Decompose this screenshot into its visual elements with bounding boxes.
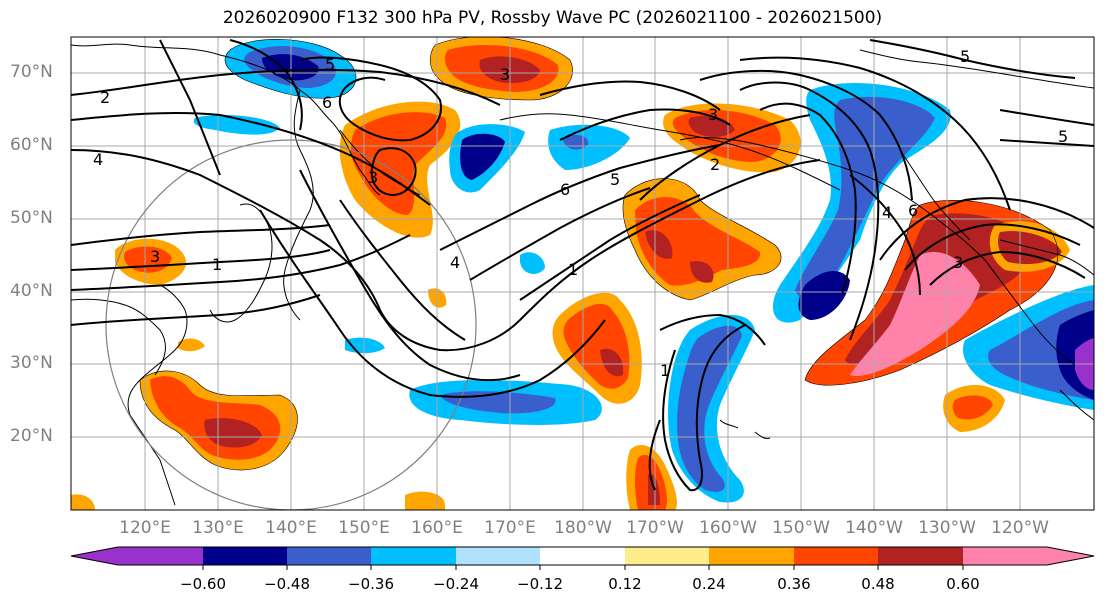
lon-label: 150°W: [772, 518, 830, 538]
anomaly-outlines: [139, 37, 1059, 471]
contour-label: 3: [150, 247, 160, 266]
colorbar-label: −0.60: [180, 575, 226, 593]
lon-label: 130°W: [918, 518, 976, 538]
contour-label: 4: [93, 150, 103, 169]
colorbar-label: 0.60: [946, 575, 980, 593]
lat-label: 20°N: [10, 426, 53, 446]
contour-label: 1: [568, 260, 578, 279]
lat-label: 50°N: [10, 208, 53, 228]
neg-anomaly-gulf-of-alaska-core: [798, 270, 850, 320]
lon-label: 120°W: [991, 518, 1049, 538]
colorbar-outline: [70, 546, 1095, 566]
lon-label: 170°E: [484, 518, 536, 538]
map-title: 2026020900 F132 300 hPa PV, Rossby Wave …: [222, 8, 883, 28]
colorbar-segment: [456, 547, 540, 565]
pos-anomaly-central-pacific-core: [645, 230, 673, 259]
lon-label: 170°W: [626, 518, 684, 538]
lon-label: 150°E: [338, 518, 390, 538]
contour-label: 2: [100, 88, 110, 107]
contour-label: 3: [708, 105, 718, 124]
pv-contours: [71, 39, 1094, 492]
colorbar-segment: [371, 547, 456, 565]
colorbar-segment: [794, 547, 878, 565]
contour-label: 5: [960, 47, 970, 66]
map-border: [70, 36, 1095, 511]
contour-label: 6: [322, 93, 332, 112]
contour-label: 5: [325, 55, 335, 74]
colorbar-segment: [540, 547, 625, 565]
contour-label: 4: [450, 253, 460, 272]
pos-anomaly-bottom-center: [405, 491, 445, 510]
neg-anomaly-small-central: [520, 252, 545, 274]
colorbar-label: −0.48: [264, 575, 310, 593]
colorbar-segment: [625, 547, 709, 565]
pos-anomaly-north-of-hawaii-core: [600, 348, 624, 377]
contour-label: 3: [500, 65, 510, 84]
lon-label: 140°W: [845, 518, 903, 538]
contour-label: 6: [908, 201, 918, 220]
lat-label: 30°N: [10, 353, 53, 373]
lon-label: 180°W: [554, 518, 612, 538]
lon-label: 130°E: [192, 518, 244, 538]
neg-anomaly-bering-west-core: [460, 133, 505, 180]
colorbar-label: 0.12: [608, 575, 642, 593]
contour-label: 3: [953, 253, 963, 272]
lon-label: 140°E: [265, 518, 317, 538]
colorbar-segment: [878, 547, 963, 565]
contour-label: 1: [212, 255, 222, 274]
pos-anomaly-small-south-japan: [178, 338, 205, 352]
graticule: [71, 37, 1094, 510]
colorbar-segment: [963, 547, 1094, 565]
pos-anomaly-south-china-sea-core: [204, 418, 262, 448]
map-frame-content: 2 4 5 6 3 3 1 4 6 5 1 1 3 2 4 6 3 5 5 3: [71, 37, 1094, 510]
colorbar-segment: [71, 547, 203, 565]
contour-label-group: 2 4 5 6 3 3 1 4 6 5 1 1 3 2 4 6 3 5 5 3: [93, 47, 1068, 380]
pos-anomaly-okhotsk-mid: [350, 112, 447, 215]
colorbar-segment: [203, 547, 287, 565]
neg-anomaly-subtropical-trough-mid: [677, 325, 742, 492]
lat-label: 60°N: [10, 135, 53, 155]
coastlines: [71, 43, 1094, 506]
contour-label: 6: [560, 180, 570, 199]
colorbar-label: −0.12: [517, 575, 563, 593]
lon-label: 120°E: [119, 518, 171, 538]
lon-label: 160°W: [699, 518, 757, 538]
lat-label: 70°N: [10, 62, 53, 82]
pos-anomaly-bottom-left: [71, 494, 95, 510]
contour-label: 4: [882, 203, 892, 222]
contour-label: 2: [710, 155, 720, 174]
colorbar-label: −0.24: [433, 575, 479, 593]
colorbar-segment: [287, 547, 371, 565]
colorbar-segment: [709, 547, 794, 565]
contour-label: 5: [610, 170, 620, 189]
neg-anomaly-siberia-small: [193, 115, 280, 135]
pv-anomaly-shading: [71, 37, 1094, 510]
lat-label: 40°N: [10, 281, 53, 301]
colorbar-label: 0.48: [861, 575, 895, 593]
contour-label: 1: [660, 361, 670, 380]
colorbar-label: −0.36: [348, 575, 394, 593]
colorbar-label: 0.36: [777, 575, 811, 593]
pos-anomaly-central-pacific-core2: [690, 261, 714, 283]
colorbar: [70, 546, 1095, 566]
pos-anomaly-subtropical-east-core: [952, 395, 993, 420]
contour-label: 3: [368, 168, 378, 187]
colorbar-ticks: [202, 565, 964, 570]
domain-circle: [105, 139, 477, 510]
colorbar-label: 0.24: [692, 575, 726, 593]
lon-label: 160°E: [411, 518, 463, 538]
contour-label: 5: [1058, 127, 1068, 146]
